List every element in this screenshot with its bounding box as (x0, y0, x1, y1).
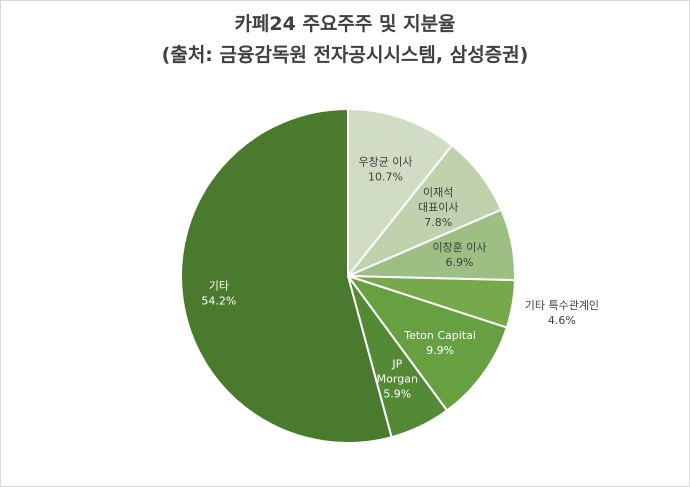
slice-value-label-1: 7.8% (424, 216, 452, 229)
pie-slice-6 (180, 107, 393, 444)
slice-name-label-1: 대표이사 (418, 201, 458, 214)
slice-name-label-5: JP (391, 357, 402, 370)
slice-value-label-5: 5.9% (383, 387, 411, 400)
slice-name-label-4: Teton Capital (403, 329, 476, 342)
slice-name-label-2: 이창훈 이사 (432, 241, 486, 254)
slice-name-label-0: 우창균 이사 (358, 155, 412, 168)
chart-title: 카페24 주요주주 및 지분율 (234, 13, 456, 35)
pie-slice-0 (347, 107, 454, 279)
slice-value-label-0: 10.7% (368, 170, 403, 183)
pie-slice-4 (345, 274, 509, 412)
chart-subtitle: (출처: 금융감독원 전자공시시스템, 삼성증권) (161, 44, 529, 66)
slice-name-label-1: 이재석 (423, 186, 453, 199)
slice-name-label-5: Morgan (377, 372, 418, 385)
slice-value-label-2: 6.9% (446, 256, 474, 269)
slice-value-label-4: 9.9% (426, 344, 454, 357)
slice-value-label-3: 4.6% (548, 314, 576, 327)
slice-name-label-6: 기타 (209, 280, 229, 293)
slice-value-label-6: 54.2% (201, 295, 236, 308)
slice-name-label-3: 기타 특수관계인 (525, 299, 599, 312)
